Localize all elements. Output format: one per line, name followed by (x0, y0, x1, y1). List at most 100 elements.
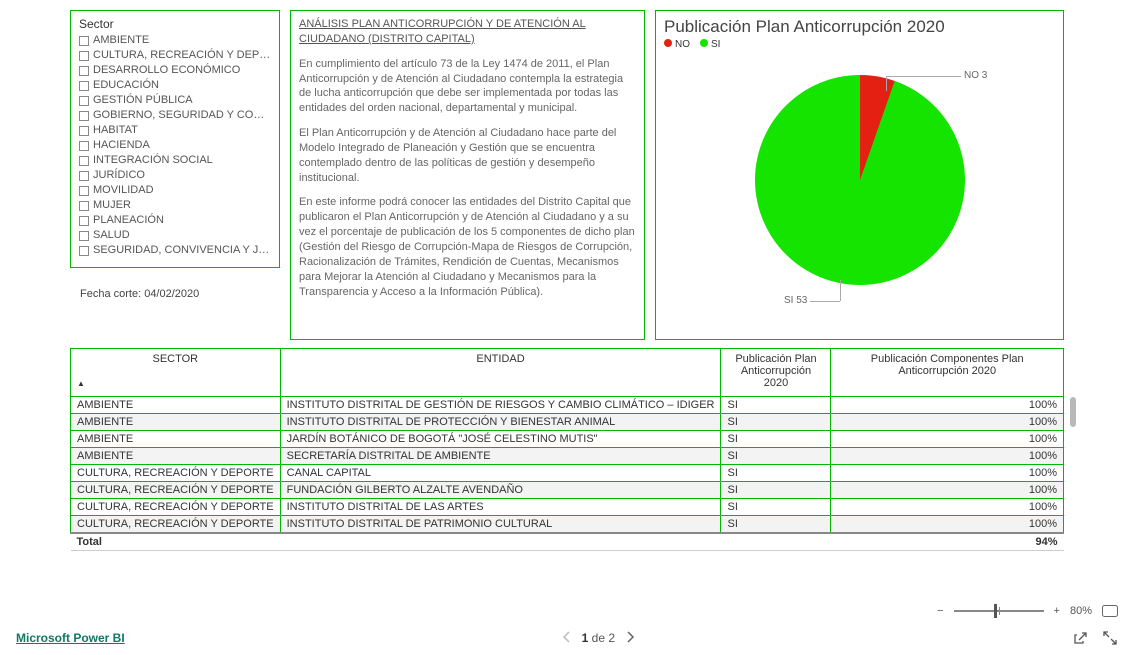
filter-title: Sector (79, 17, 271, 31)
sector-filter-panel: Sector AMBIENTECULTURA, RECREACIÓN Y DEP… (70, 10, 280, 268)
total-value: 94% (831, 533, 1064, 551)
filter-item-label: CULTURA, RECREACIÓN Y DEPORTE (93, 48, 271, 63)
table-cell: AMBIENTE (71, 448, 281, 465)
checkbox-icon (79, 201, 89, 211)
filter-item[interactable]: JURÍDICO (79, 168, 271, 183)
checkbox-icon (79, 246, 89, 256)
zoom-tick (999, 607, 1000, 615)
filter-item-label: INTEGRACIÓN SOCIAL (93, 153, 213, 168)
data-table[interactable]: SECTOR▲ENTIDADPublicación Plan Anticorru… (70, 348, 1064, 551)
legend-item-si[interactable]: SI (700, 39, 720, 50)
table-cell: AMBIENTE (71, 397, 281, 414)
pie-chart[interactable] (755, 75, 965, 285)
legend-label: SI (711, 39, 720, 50)
table-row[interactable]: AMBIENTEINSTITUTO DISTRITAL DE PROTECCIÓ… (71, 414, 1064, 431)
table-cell: 100% (831, 448, 1064, 465)
table-row[interactable]: CULTURA, RECREACIÓN Y DEPORTEINSTITUTO D… (71, 516, 1064, 534)
share-icon[interactable] (1072, 630, 1088, 646)
filter-item[interactable]: INTEGRACIÓN SOCIAL (79, 153, 271, 168)
filter-item-label: MOVILIDAD (93, 183, 154, 198)
table-cell: 100% (831, 499, 1064, 516)
table-header-cell[interactable]: SECTOR▲ (71, 349, 281, 397)
analysis-heading: ANÁLISIS PLAN ANTICORRUPCIÓN Y DE ATENCI… (299, 17, 636, 47)
table-row[interactable]: AMBIENTESECRETARÍA DISTRITAL DE AMBIENTE… (71, 448, 1064, 465)
table-cell: 100% (831, 397, 1064, 414)
table-cell: CULTURA, RECREACIÓN Y DEPORTE (71, 482, 281, 499)
total-label: Total (71, 533, 281, 551)
filter-item-label: MUJER (93, 198, 131, 213)
page-of: de (588, 631, 608, 645)
report-canvas: Sector AMBIENTECULTURA, RECREACIÓN Y DEP… (0, 0, 1134, 551)
table-cell: CULTURA, RECREACIÓN Y DEPORTE (71, 499, 281, 516)
filter-item-label: HACIENDA (93, 138, 150, 153)
filter-item[interactable]: CULTURA, RECREACIÓN Y DEPORTE (79, 48, 271, 63)
table-cell: SI (721, 465, 831, 482)
filter-list: AMBIENTECULTURA, RECREACIÓN Y DEPORTEDES… (79, 33, 271, 258)
filter-item[interactable]: SEGURIDAD, CONVIVENCIA Y JUST… (79, 243, 271, 258)
top-row: Sector AMBIENTECULTURA, RECREACIÓN Y DEP… (70, 10, 1064, 340)
table-row[interactable]: CULTURA, RECREACIÓN Y DEPORTEINSTITUTO D… (71, 499, 1064, 516)
prev-page-button[interactable] (562, 630, 572, 646)
page-indicator: 1 de 2 (582, 631, 615, 645)
filter-item[interactable]: HACIENDA (79, 138, 271, 153)
filter-item[interactable]: SALUD (79, 228, 271, 243)
filter-item[interactable]: EDUCACIÓN (79, 78, 271, 93)
table-header-cell[interactable]: Publicación Componentes Plan Anticorrupc… (831, 349, 1064, 397)
filter-item[interactable]: GOBIERNO, SEGURIDAD Y CONVIV… (79, 108, 271, 123)
table-header-cell[interactable]: Publicación Plan Anticorrupción 2020 (721, 349, 831, 397)
filter-item[interactable]: AMBIENTE (79, 33, 271, 48)
callout-line (886, 76, 961, 77)
zoom-out-button[interactable]: − (937, 605, 943, 617)
analysis-paragraph: En cumplimiento del artículo 73 de la Le… (299, 57, 636, 116)
table-total-row: Total 94% (71, 533, 1064, 551)
table-cell: SI (721, 448, 831, 465)
filter-item[interactable]: GESTIÓN PÚBLICA (79, 93, 271, 108)
fullscreen-icon[interactable] (1102, 630, 1118, 646)
table-cell: SI (721, 414, 831, 431)
callout-line (886, 76, 887, 91)
footer-bar: Microsoft Power BI 1 de 2 (0, 621, 1134, 655)
zoom-slider-track[interactable] (954, 610, 1044, 612)
checkbox-icon (79, 111, 89, 121)
table-scrollbar[interactable] (1070, 397, 1076, 427)
filter-item-label: GESTIÓN PÚBLICA (93, 93, 193, 108)
table-cell: SI (721, 397, 831, 414)
table-cell: SI (721, 482, 831, 499)
table-row[interactable]: AMBIENTEINSTITUTO DISTRITAL DE GESTIÓN D… (71, 397, 1064, 414)
legend-swatch (664, 39, 672, 47)
table-cell: JARDÍN BOTÁNICO DE BOGOTÁ "JOSÉ CELESTIN… (280, 431, 721, 448)
next-page-button[interactable] (625, 630, 635, 646)
filter-item[interactable]: MUJER (79, 198, 271, 213)
checkbox-icon (79, 81, 89, 91)
filter-item[interactable]: HABITAT (79, 123, 271, 138)
filter-item-label: DESARROLLO ECONÓMICO (93, 63, 240, 78)
table-cell: 100% (831, 431, 1064, 448)
zoom-in-button[interactable]: + (1054, 605, 1060, 617)
legend-swatch (700, 39, 708, 47)
filter-item-label: AMBIENTE (93, 33, 149, 48)
pie-chart-panel: Publicación Plan Anticorrupción 2020 NO … (655, 10, 1064, 340)
total-blank (280, 533, 721, 551)
table-row[interactable]: CULTURA, RECREACIÓN Y DEPORTECANAL CAPIT… (71, 465, 1064, 482)
table-cell: SECRETARÍA DISTRITAL DE AMBIENTE (280, 448, 721, 465)
left-column: Sector AMBIENTECULTURA, RECREACIÓN Y DEP… (70, 10, 280, 340)
analysis-text-panel: ANÁLISIS PLAN ANTICORRUPCIÓN Y DE ATENCI… (290, 10, 645, 340)
table-row[interactable]: CULTURA, RECREACIÓN Y DEPORTEFUNDACIÓN G… (71, 482, 1064, 499)
powerbi-brand-link[interactable]: Microsoft Power BI (16, 631, 125, 645)
page-total: 2 (608, 631, 615, 645)
analysis-paragraph: El Plan Anticorrupción y de Atención al … (299, 126, 636, 185)
filter-item-label: SALUD (93, 228, 130, 243)
fit-to-page-icon[interactable] (1102, 605, 1118, 617)
legend-item-no[interactable]: NO (664, 39, 690, 50)
filter-item[interactable]: DESARROLLO ECONÓMICO (79, 63, 271, 78)
table-header-cell[interactable]: ENTIDAD (280, 349, 721, 397)
filter-item[interactable]: PLANEACIÓN (79, 213, 271, 228)
zoom-slider-handle[interactable] (994, 604, 997, 618)
filter-item[interactable]: MOVILIDAD (79, 183, 271, 198)
zoom-value: 80% (1070, 605, 1092, 617)
table-row[interactable]: AMBIENTEJARDÍN BOTÁNICO DE BOGOTÁ "JOSÉ … (71, 431, 1064, 448)
table-cell: SI (721, 499, 831, 516)
analysis-paragraph: En este informe podrá conocer las entida… (299, 195, 636, 299)
filter-item-label: JURÍDICO (93, 168, 145, 183)
pie-callout-no: NO 3 (964, 70, 987, 81)
